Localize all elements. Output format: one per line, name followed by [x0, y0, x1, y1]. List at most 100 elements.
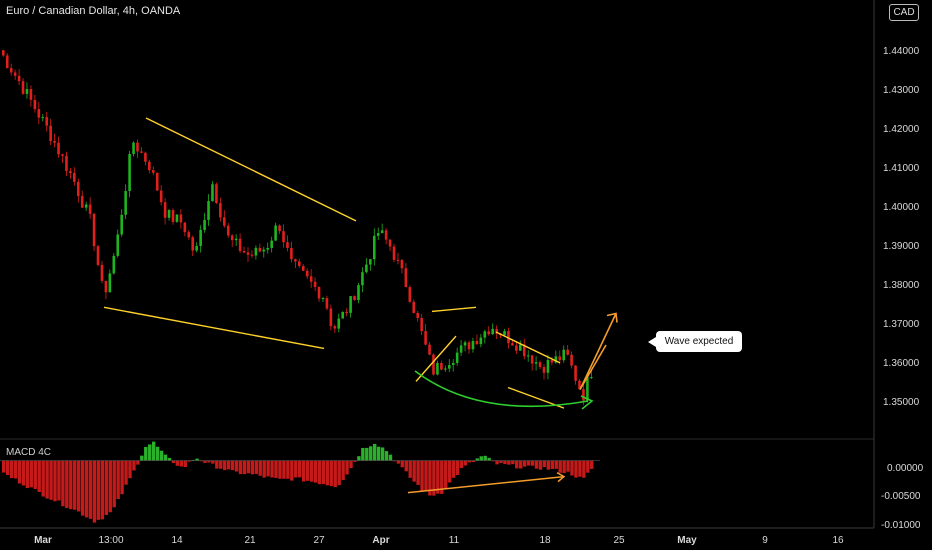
- candle-body: [215, 184, 218, 204]
- candle-body: [432, 354, 435, 375]
- macd-bar: [499, 460, 503, 464]
- candle-body: [566, 349, 569, 355]
- candle-body: [21, 81, 25, 94]
- candle-body: [455, 352, 459, 363]
- candle-body: [408, 287, 412, 302]
- candle-body: [187, 232, 191, 238]
- macd-bar: [5, 460, 10, 476]
- candle-body: [479, 337, 483, 345]
- macd-bar: [286, 460, 290, 479]
- candle-body: [396, 259, 400, 261]
- candle-body: [440, 363, 443, 370]
- candle-body: [223, 217, 226, 226]
- macd-bar: [534, 460, 539, 469]
- candle-body: [175, 214, 179, 222]
- candle-body: [578, 380, 581, 390]
- candle-body: [112, 255, 116, 274]
- candle-body: [132, 142, 135, 154]
- macd-bar: [151, 441, 156, 461]
- candle-body: [447, 365, 451, 369]
- candle-body: [258, 247, 262, 252]
- candle-body: [179, 214, 183, 223]
- candle-body: [290, 248, 293, 260]
- candle-body: [325, 298, 329, 309]
- macd-bar: [440, 460, 444, 494]
- candle-body: [550, 360, 554, 363]
- macd-bar: [424, 460, 428, 492]
- trendline: [103, 306, 325, 350]
- time-tick-label: 16: [832, 535, 844, 546]
- candle-body: [392, 246, 396, 260]
- macd-bar: [282, 460, 286, 479]
- candle-body: [183, 222, 187, 233]
- macd-bar: [590, 460, 594, 469]
- price-tick-label: 1.36000: [883, 358, 920, 369]
- trendline: [415, 335, 457, 382]
- candle-body: [96, 246, 100, 265]
- candle-body: [100, 264, 104, 281]
- macd-bar: [566, 460, 570, 472]
- candle-body: [558, 356, 562, 361]
- macd-bar: [530, 460, 535, 466]
- candle-body: [45, 117, 49, 126]
- candle-body: [487, 331, 491, 335]
- currency-badge[interactable]: CAD: [889, 4, 919, 21]
- candle-body: [570, 354, 573, 366]
- candle-body: [116, 234, 120, 256]
- macd-bar: [345, 460, 349, 475]
- candle-body: [49, 125, 52, 142]
- macd-bar: [104, 460, 109, 516]
- candle-body: [349, 296, 352, 313]
- macd-bar: [238, 460, 243, 475]
- candle-body: [384, 230, 388, 240]
- macd-bar: [100, 460, 105, 520]
- candle-body: [388, 239, 392, 247]
- macd-bar: [582, 460, 586, 478]
- candle-body: [9, 68, 13, 73]
- candle-body: [365, 264, 368, 273]
- macd-bar: [298, 460, 302, 478]
- macd-bar: [219, 460, 223, 469]
- candle-body: [305, 270, 309, 277]
- macd-bar: [586, 460, 590, 473]
- candle-body: [155, 172, 159, 191]
- candle-body: [41, 117, 45, 119]
- macd-bar: [226, 460, 231, 470]
- candle-body: [195, 245, 198, 251]
- macd-bar: [526, 460, 531, 466]
- macd-bar: [246, 460, 251, 474]
- candle-body: [372, 235, 376, 260]
- candle-body: [361, 272, 364, 286]
- time-tick-label: 27: [313, 535, 325, 546]
- candle-body: [108, 273, 112, 293]
- candle-body: [294, 259, 297, 262]
- macd-tick-label: 0.00000: [887, 463, 924, 474]
- candle-body: [226, 225, 230, 236]
- candle-body: [412, 301, 416, 313]
- macd-bar: [116, 460, 120, 500]
- macd-bar: [124, 460, 128, 485]
- macd-bar: [92, 460, 97, 523]
- macd-bar: [250, 460, 255, 475]
- macd-bar: [400, 460, 405, 468]
- macd-bar: [175, 460, 180, 466]
- candle-body: [124, 191, 127, 215]
- candle-body: [416, 312, 419, 318]
- macd-bar: [554, 460, 558, 469]
- candle-body: [376, 233, 380, 236]
- candle-body: [120, 214, 123, 235]
- candle-body: [329, 308, 333, 327]
- macd-bar: [183, 460, 187, 468]
- wave-expected-callout: Wave expected: [648, 331, 742, 352]
- time-tick-label: 21: [244, 535, 256, 546]
- candle-body: [171, 210, 175, 222]
- time-tick-label: 18: [539, 535, 551, 546]
- macd-bar: [41, 460, 45, 497]
- macd-bar: [463, 460, 468, 466]
- candle-body: [191, 237, 195, 251]
- candle-body: [266, 247, 270, 250]
- symbol-title: Euro / Canadian Dollar, 4h, OANDA: [6, 5, 181, 17]
- candle-body: [317, 286, 321, 299]
- macd-bar: [357, 456, 361, 461]
- macd-bar: [69, 460, 73, 510]
